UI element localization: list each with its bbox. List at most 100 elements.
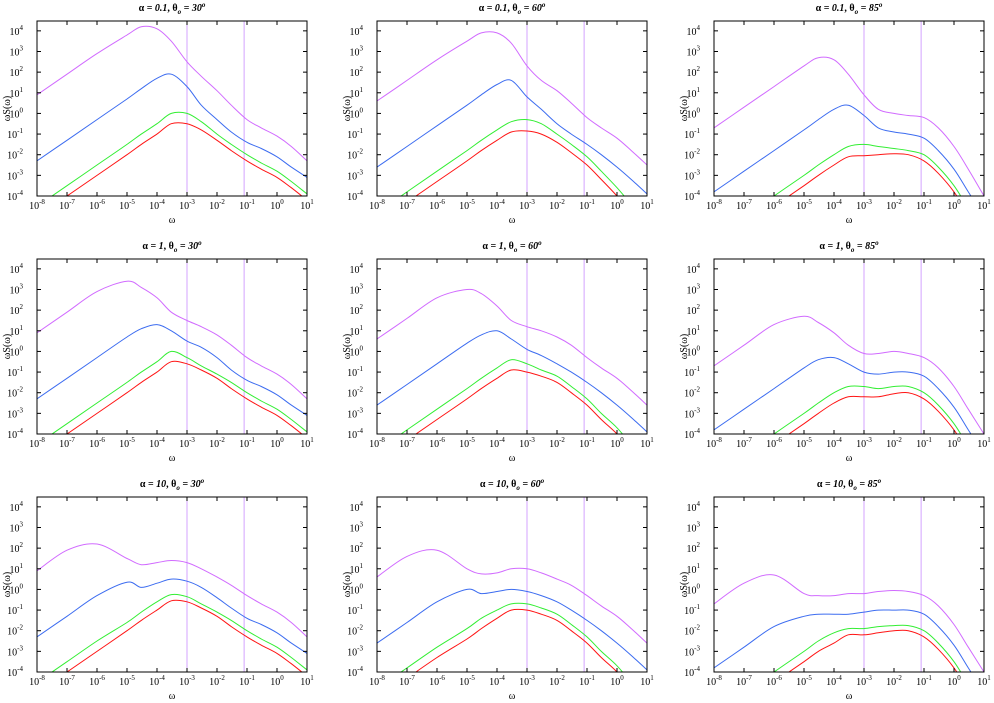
x-tick-label: 10-4 <box>826 674 842 688</box>
y-tick-label: 10-2 <box>684 386 700 400</box>
series-line-blue <box>714 104 972 196</box>
y-axis-label: ωS(ω) <box>2 334 13 359</box>
series-line-blue <box>714 356 972 434</box>
y-axis-label: ωS(ω) <box>679 334 690 359</box>
x-tick-label: 10-7 <box>736 674 752 688</box>
series-line-red <box>788 153 958 196</box>
x-tick-label: 10-2 <box>209 436 225 450</box>
series-line-blue <box>37 578 307 654</box>
x-tick-label: 101 <box>640 674 654 688</box>
x-tick-label: 10-7 <box>399 198 415 212</box>
series-line-green <box>51 111 307 196</box>
y-tick-label: 10-4 <box>684 427 700 441</box>
series-line-magenta <box>714 56 984 196</box>
plot-frame <box>36 20 308 197</box>
x-tick-label: 10-8 <box>369 198 385 212</box>
y-tick-label: 101 <box>687 86 701 100</box>
series-line-red <box>415 130 618 196</box>
x-tick-label: 10-4 <box>826 198 842 212</box>
y-axis-label: ωS(ω) <box>2 572 13 597</box>
x-tick-label: 100 <box>610 198 624 212</box>
y-tick-label: 103 <box>10 520 24 534</box>
series-line-green <box>51 350 307 434</box>
x-tick-label: 10-7 <box>399 436 415 450</box>
y-tick-label: 103 <box>10 282 24 296</box>
plot-frame <box>713 258 985 435</box>
x-tick-label: 10-2 <box>549 674 565 688</box>
y-tick-label: 103 <box>687 44 701 58</box>
y-tick-label: 10-1 <box>347 127 363 141</box>
x-tick-label: 10-1 <box>239 198 255 212</box>
x-tick-label: 10-4 <box>149 198 165 212</box>
series-line-magenta <box>377 549 647 644</box>
x-tick-label: 10-2 <box>549 436 565 450</box>
series-line-green <box>773 624 962 672</box>
y-tick-label: 10-3 <box>7 406 23 420</box>
y-tick-label: 10-4 <box>347 189 363 203</box>
series-line-red <box>788 391 958 434</box>
x-axis-label: ω <box>169 691 176 702</box>
series-line-blue <box>377 79 647 195</box>
y-tick-label: 100 <box>10 106 24 120</box>
x-tick-label: 10-5 <box>796 674 812 688</box>
x-tick-label: 10-4 <box>489 198 505 212</box>
chart-panel-3: α = 0.1, θo = 85o 10-8 10-7 10-6 10-5 10-4 10-… <box>679 1 991 226</box>
x-tick-label: 10-7 <box>59 436 75 450</box>
chart-title: α = 0.1, θo = 30o <box>139 1 206 16</box>
x-axis-label: ω <box>169 215 176 226</box>
y-tick-label: 10-2 <box>684 148 700 162</box>
plot-frame <box>36 258 308 435</box>
y-tick-label: 101 <box>10 86 24 100</box>
y-tick-label: 100 <box>687 344 701 358</box>
chart-title: α = 10, θo = 85o <box>817 477 882 492</box>
y-tick-label: 102 <box>10 65 24 79</box>
x-tick-label: 10-6 <box>429 198 445 212</box>
series-line-red <box>66 599 303 672</box>
y-tick-label: 103 <box>687 520 701 534</box>
y-tick-label: 100 <box>687 106 701 120</box>
y-tick-label: 10-2 <box>7 148 23 162</box>
x-tick-label: 101 <box>300 198 314 212</box>
series-line-magenta <box>377 288 647 406</box>
x-tick-label: 100 <box>270 436 284 450</box>
chart-title: α = 10, θo = 30o <box>140 477 205 492</box>
series-line-blue <box>377 330 647 433</box>
x-tick-label: 100 <box>610 436 624 450</box>
y-tick-label: 101 <box>687 324 701 338</box>
x-tick-label: 101 <box>300 436 314 450</box>
y-tick-label: 10-3 <box>684 644 700 658</box>
y-tick-label: 101 <box>350 324 364 338</box>
series-line-magenta <box>377 31 647 166</box>
y-tick-label: 102 <box>10 541 24 555</box>
x-tick-label: 10-1 <box>239 674 255 688</box>
y-tick-label: 10-2 <box>347 148 363 162</box>
x-tick-label: 10-5 <box>119 436 135 450</box>
x-tick-label: 10-6 <box>89 674 105 688</box>
x-tick-label: 10-8 <box>706 436 722 450</box>
series-line-red <box>788 629 958 672</box>
x-tick-label: 10-2 <box>886 436 902 450</box>
x-tick-label: 10-6 <box>429 674 445 688</box>
x-tick-label: 10-5 <box>119 674 135 688</box>
series-line-magenta <box>37 25 307 162</box>
x-axis-label: ω <box>169 453 176 464</box>
plot-frame <box>376 496 648 673</box>
y-tick-label: 104 <box>10 24 24 38</box>
x-axis-label: ω <box>846 691 853 702</box>
x-tick-label: 10-1 <box>579 674 595 688</box>
x-axis-label: ω <box>509 691 516 702</box>
y-tick-label: 102 <box>687 65 701 79</box>
x-tick-label: 100 <box>947 198 961 212</box>
y-tick-label: 102 <box>350 541 364 555</box>
y-tick-label: 102 <box>687 303 701 317</box>
y-tick-label: 10-2 <box>7 386 23 400</box>
y-tick-label: 101 <box>350 86 364 100</box>
chart-panel-6: α = 1, θo = 85o 10-8 10-7 10-6 10-5 10-4 10-3 1… <box>679 239 991 464</box>
x-tick-label: 10-7 <box>59 674 75 688</box>
y-tick-label: 10-4 <box>347 427 363 441</box>
y-tick-label: 10-3 <box>347 406 363 420</box>
y-tick-label: 10-2 <box>7 624 23 638</box>
y-tick-label: 10-1 <box>7 127 23 141</box>
x-tick-label: 10-1 <box>579 198 595 212</box>
y-tick-label: 10-1 <box>684 365 700 379</box>
